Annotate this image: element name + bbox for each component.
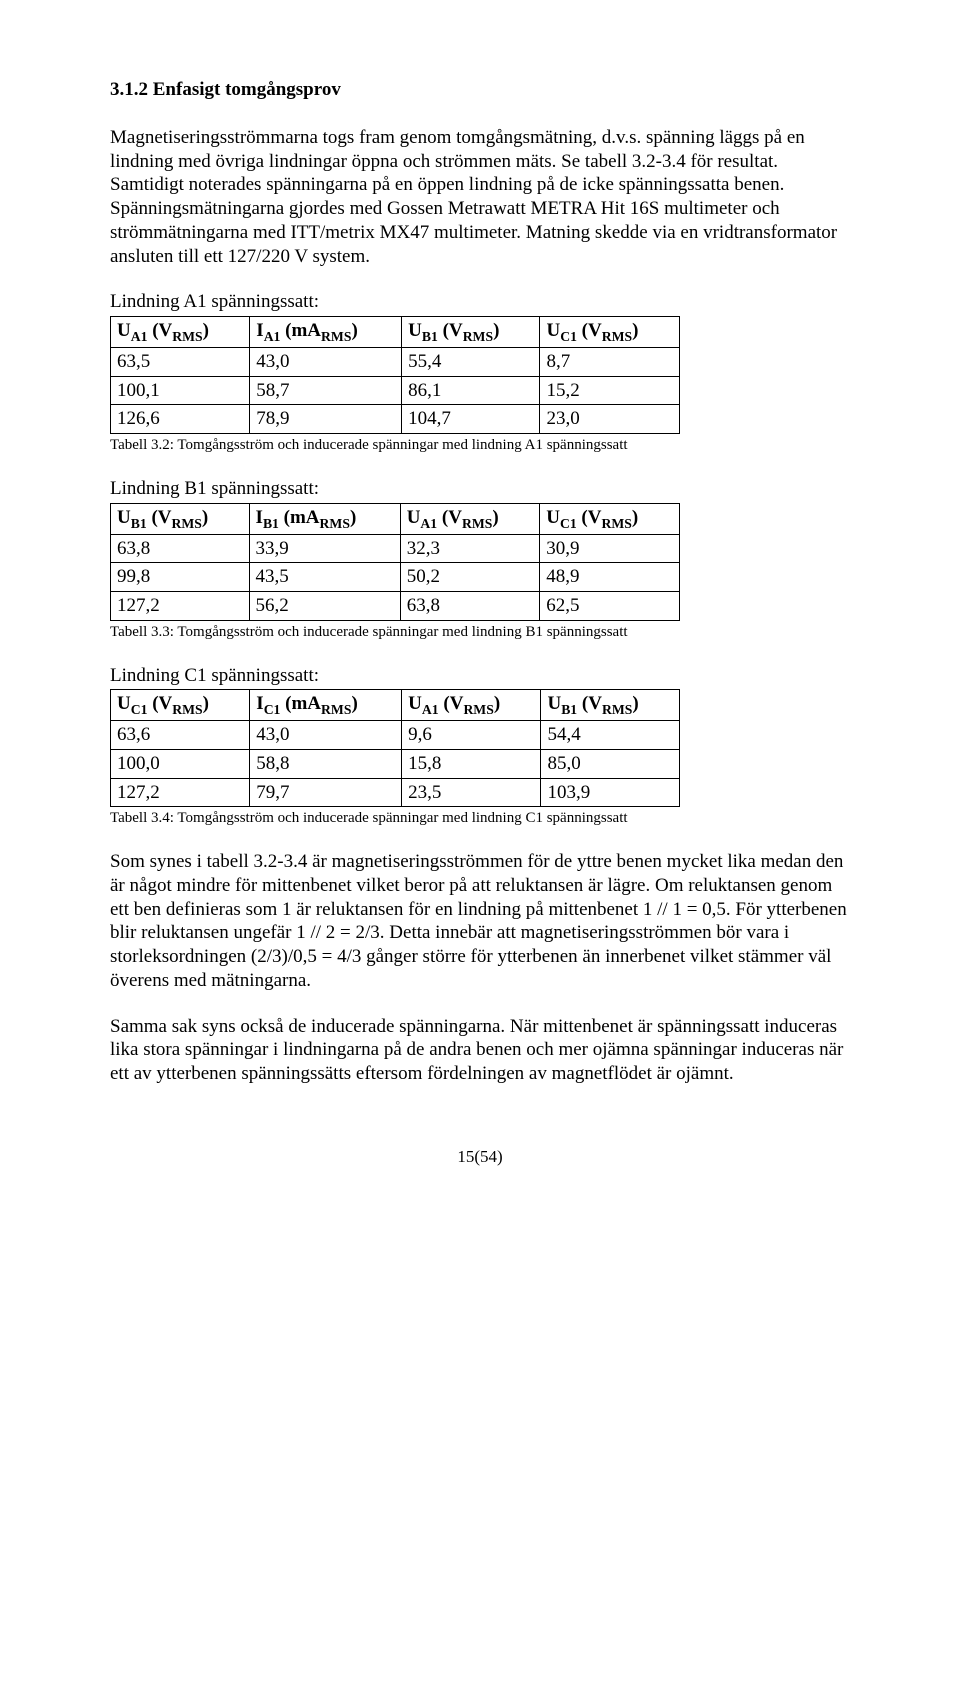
table-cell: 15,8 [402, 749, 541, 778]
table-cell: 103,9 [541, 778, 679, 807]
table-row: 99,8 43,5 50,2 48,9 [111, 563, 680, 592]
table-c: UC1 (VRMS) IC1 (mARMS) UA1 (VRMS) UB1 (V… [110, 689, 680, 807]
table-header: UB1 (VRMS) [402, 317, 540, 348]
table-row: 100,1 58,7 86,1 15,2 [111, 376, 680, 405]
table-row: 127,2 79,7 23,5 103,9 [111, 778, 680, 807]
table-row: UA1 (VRMS) IA1 (mARMS) UB1 (VRMS) UC1 (V… [111, 317, 680, 348]
table-cell: 85,0 [541, 749, 679, 778]
table-cell: 63,8 [111, 534, 250, 563]
table-cell: 63,8 [400, 592, 540, 621]
table-header: UB1 (VRMS) [541, 690, 679, 721]
table-cell: 23,5 [402, 778, 541, 807]
table-cell: 54,4 [541, 721, 679, 750]
paragraph-intro: Magnetiseringsströmmarna togs fram genom… [110, 126, 850, 269]
table-cell: 43,5 [249, 563, 400, 592]
table-cell: 58,7 [250, 376, 402, 405]
table-header: UB1 (VRMS) [111, 503, 250, 534]
table-cell: 15,2 [540, 376, 679, 405]
table-b: UB1 (VRMS) IB1 (mARMS) UA1 (VRMS) UC1 (V… [110, 503, 680, 621]
table-cell: 99,8 [111, 563, 250, 592]
table-cell: 127,2 [111, 778, 250, 807]
table-header: UA1 (VRMS) [111, 317, 250, 348]
table-cell: 126,6 [111, 405, 250, 434]
table-cell: 63,6 [111, 721, 250, 750]
table-cell: 8,7 [540, 347, 679, 376]
table-b-title: Lindning B1 spänningssatt: [110, 477, 850, 501]
table-header: UC1 (VRMS) [540, 317, 679, 348]
table-cell: 30,9 [540, 534, 680, 563]
table-row: 63,5 43,0 55,4 8,7 [111, 347, 680, 376]
paragraph-analysis-1: Som synes i tabell 3.2-3.4 är magnetiser… [110, 850, 850, 993]
table-row: 127,2 56,2 63,8 62,5 [111, 592, 680, 621]
table-cell: 23,0 [540, 405, 679, 434]
table-cell: 127,2 [111, 592, 250, 621]
page-number: 15(54) [110, 1146, 850, 1167]
table-cell: 56,2 [249, 592, 400, 621]
table-c-title: Lindning C1 spänningssatt: [110, 664, 850, 688]
table-cell: 9,6 [402, 721, 541, 750]
table-cell: 32,3 [400, 534, 540, 563]
table-cell: 86,1 [402, 376, 540, 405]
table-cell: 104,7 [402, 405, 540, 434]
table-header: UA1 (VRMS) [402, 690, 541, 721]
table-row: 126,6 78,9 104,7 23,0 [111, 405, 680, 434]
table-cell: 55,4 [402, 347, 540, 376]
table-cell: 50,2 [400, 563, 540, 592]
table-header: IC1 (mARMS) [250, 690, 402, 721]
table-cell: 63,5 [111, 347, 250, 376]
table-b-caption: Tabell 3.3: Tomgångsström och inducerade… [110, 623, 850, 642]
table-header: IA1 (mARMS) [250, 317, 402, 348]
table-c-caption: Tabell 3.4: Tomgångsström och inducerade… [110, 809, 850, 828]
table-cell: 33,9 [249, 534, 400, 563]
table-cell: 100,0 [111, 749, 250, 778]
table-cell: 78,9 [250, 405, 402, 434]
table-cell: 58,8 [250, 749, 402, 778]
table-cell: 43,0 [250, 721, 402, 750]
table-cell: 43,0 [250, 347, 402, 376]
table-row: 63,8 33,9 32,3 30,9 [111, 534, 680, 563]
table-header: UA1 (VRMS) [400, 503, 540, 534]
table-header: IB1 (mARMS) [249, 503, 400, 534]
paragraph-analysis-2: Samma sak syns också de inducerade spänn… [110, 1015, 850, 1086]
table-cell: 79,7 [250, 778, 402, 807]
table-a: UA1 (VRMS) IA1 (mARMS) UB1 (VRMS) UC1 (V… [110, 316, 680, 434]
table-row: 63,6 43,0 9,6 54,4 [111, 721, 680, 750]
table-a-caption: Tabell 3.2: Tomgångsström och inducerade… [110, 436, 850, 455]
table-header: UC1 (VRMS) [111, 690, 250, 721]
table-row: UC1 (VRMS) IC1 (mARMS) UA1 (VRMS) UB1 (V… [111, 690, 680, 721]
section-heading: 3.1.2 Enfasigt tomgångsprov [110, 78, 850, 102]
table-row: 100,0 58,8 15,8 85,0 [111, 749, 680, 778]
table-row: UB1 (VRMS) IB1 (mARMS) UA1 (VRMS) UC1 (V… [111, 503, 680, 534]
table-cell: 48,9 [540, 563, 680, 592]
table-cell: 100,1 [111, 376, 250, 405]
table-cell: 62,5 [540, 592, 680, 621]
table-a-title: Lindning A1 spänningssatt: [110, 290, 850, 314]
table-header: UC1 (VRMS) [540, 503, 680, 534]
